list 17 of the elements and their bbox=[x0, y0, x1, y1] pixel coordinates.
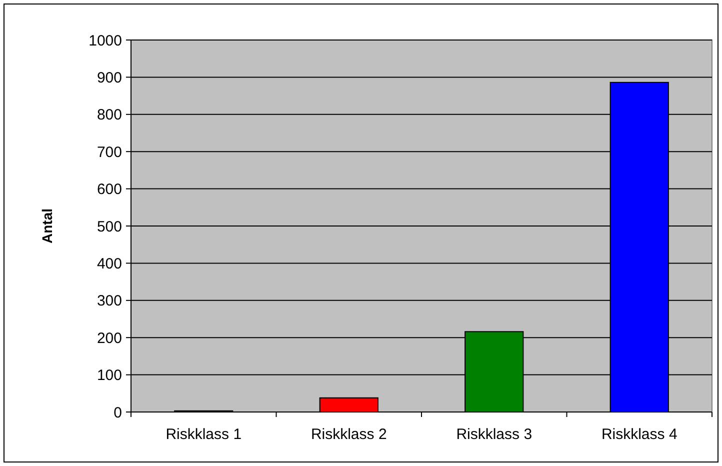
y-tick-label: 100 bbox=[96, 367, 122, 384]
y-tick-label: 600 bbox=[96, 181, 122, 198]
y-tick-label: 200 bbox=[96, 330, 122, 347]
y-tick-label: 300 bbox=[96, 292, 122, 310]
bar bbox=[319, 397, 378, 412]
y-tick-label: 800 bbox=[96, 106, 122, 124]
x-tick-label: Riskklass 2 bbox=[310, 426, 387, 443]
x-tick-label: Riskklass 3 bbox=[456, 426, 532, 443]
y-tick-label: 700 bbox=[96, 144, 122, 161]
x-tick-label: Riskklass 4 bbox=[601, 426, 678, 443]
y-tick-label: 400 bbox=[96, 255, 122, 272]
y-axis-title: Antal bbox=[39, 208, 55, 244]
y-tick-label: 500 bbox=[96, 218, 122, 236]
y-tick-label: 900 bbox=[96, 69, 122, 86]
y-tick-label: 1000 bbox=[88, 32, 122, 50]
y-tick-label: 0 bbox=[114, 404, 122, 422]
x-tick-label: Riskklass 1 bbox=[166, 426, 242, 443]
